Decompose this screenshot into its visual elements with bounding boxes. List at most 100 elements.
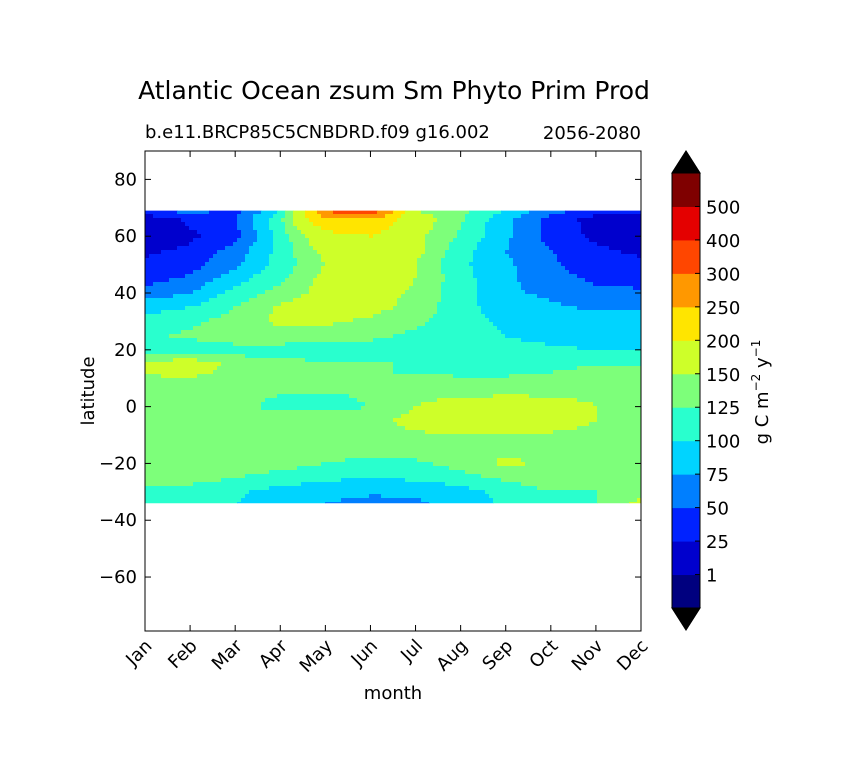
heatmap-cell bbox=[461, 222, 486, 227]
heatmap-cell bbox=[237, 238, 258, 243]
heatmap-cell bbox=[473, 250, 506, 255]
heatmap-cell bbox=[477, 294, 538, 299]
heatmap-cell bbox=[441, 286, 478, 291]
heatmap-cell bbox=[305, 234, 370, 239]
heatmap-cell bbox=[145, 430, 426, 435]
heatmap-cell bbox=[169, 334, 394, 339]
x-tick-label: Jul bbox=[396, 636, 427, 667]
heatmap-cell bbox=[293, 298, 398, 303]
colorbar-label: g C m−2 y−1 bbox=[749, 340, 773, 445]
heatmap-cell bbox=[553, 430, 641, 435]
heatmap-cell bbox=[145, 450, 641, 455]
heatmap-cell bbox=[513, 258, 558, 263]
heatmap-cell bbox=[145, 366, 218, 371]
heatmap-cell bbox=[449, 466, 641, 471]
y-tick-label: 40 bbox=[114, 283, 137, 304]
heatmap-cell bbox=[393, 222, 434, 227]
heatmap-cell bbox=[201, 302, 242, 307]
heatmap-cell bbox=[281, 218, 294, 223]
heatmap-cell bbox=[593, 214, 641, 219]
heatmap-cell bbox=[349, 394, 494, 399]
heatmap-cell bbox=[397, 298, 442, 303]
heatmap-cell bbox=[589, 422, 641, 427]
heatmap-cell bbox=[321, 462, 434, 467]
heatmap-cell bbox=[341, 498, 422, 503]
heatmap-cell bbox=[209, 318, 270, 323]
heatmap-cell bbox=[485, 234, 514, 239]
heatmap-cell bbox=[309, 290, 406, 295]
heatmap-cell bbox=[145, 250, 162, 255]
heatmap-cell bbox=[145, 478, 222, 483]
heatmap-cell bbox=[393, 210, 406, 215]
heatmap-cell bbox=[253, 214, 274, 219]
heatmap-cell bbox=[273, 242, 294, 247]
heatmap-cell bbox=[397, 302, 438, 307]
heatmap-cell bbox=[245, 258, 270, 263]
colorbar-extend-min bbox=[671, 607, 701, 631]
heatmap-cell bbox=[501, 210, 530, 215]
heatmap-cell bbox=[145, 374, 162, 379]
heatmap-cell bbox=[585, 234, 641, 239]
heatmap-cell bbox=[209, 258, 246, 263]
heatmap-cell bbox=[445, 254, 474, 259]
heatmap-cell bbox=[241, 302, 282, 307]
y-tick-label: −40 bbox=[99, 510, 137, 531]
heatmap-cell bbox=[509, 242, 546, 247]
heatmap-cell bbox=[269, 318, 354, 323]
colorbar-segment bbox=[672, 474, 700, 509]
heatmap-cell bbox=[217, 366, 394, 371]
heatmap-cell bbox=[633, 286, 641, 291]
heatmap-cell bbox=[637, 498, 641, 503]
heatmap-cell bbox=[429, 230, 458, 235]
heatmap-cell bbox=[209, 298, 250, 303]
heatmap-cell bbox=[241, 210, 262, 215]
heatmap-cell bbox=[253, 226, 270, 231]
heatmap-cell bbox=[477, 286, 522, 291]
heatmap-cell bbox=[145, 414, 402, 419]
heatmap-cell bbox=[445, 278, 478, 283]
heatmap-cell bbox=[425, 246, 450, 251]
heatmap-cell bbox=[273, 322, 334, 327]
colorbar-tick-label: 300 bbox=[706, 264, 740, 285]
heatmap-cell bbox=[445, 250, 474, 255]
heatmap-cell bbox=[489, 494, 598, 499]
heatmap-cell bbox=[421, 210, 470, 215]
heatmap-cell bbox=[513, 218, 542, 223]
heatmap-cell bbox=[225, 290, 266, 295]
heatmap-cell bbox=[309, 238, 426, 243]
heatmap-cell bbox=[381, 230, 430, 235]
heatmap-cell bbox=[389, 226, 434, 231]
heatmap-cell bbox=[145, 446, 641, 451]
heatmap-cell bbox=[313, 246, 426, 251]
heatmap-cell bbox=[261, 210, 278, 215]
heatmap-cell bbox=[285, 214, 294, 219]
heatmap-cell bbox=[549, 214, 594, 219]
heatmap-cell bbox=[425, 234, 458, 239]
heatmap-cell bbox=[597, 494, 641, 499]
heatmap-cell bbox=[145, 410, 410, 415]
heatmap-cell bbox=[597, 490, 641, 495]
colorbar-segment bbox=[672, 173, 700, 207]
heatmap-cell bbox=[401, 214, 434, 219]
heatmap-cell bbox=[441, 294, 478, 299]
heatmap-cell bbox=[277, 394, 350, 399]
heatmap-cell bbox=[365, 402, 422, 407]
heatmap-cell bbox=[145, 398, 266, 403]
heatmap-cell bbox=[309, 218, 398, 223]
heatmap-cell bbox=[545, 342, 641, 347]
heatmap-cell bbox=[273, 306, 394, 311]
heatmap-cell bbox=[241, 234, 258, 239]
heatmap-cell bbox=[321, 258, 418, 263]
heatmap-cell bbox=[145, 454, 641, 459]
heatmap-cell bbox=[273, 230, 286, 235]
colorbar-segment bbox=[672, 206, 700, 241]
heatmap-cell bbox=[145, 310, 162, 315]
heatmap-cell bbox=[393, 306, 438, 311]
heatmap-cell bbox=[465, 218, 490, 223]
heatmap-cell bbox=[145, 354, 246, 359]
heatmap-cell bbox=[597, 242, 641, 247]
heatmap-cell bbox=[425, 250, 446, 255]
heatmap-cell bbox=[393, 418, 598, 423]
colorbar-segment bbox=[672, 373, 700, 408]
